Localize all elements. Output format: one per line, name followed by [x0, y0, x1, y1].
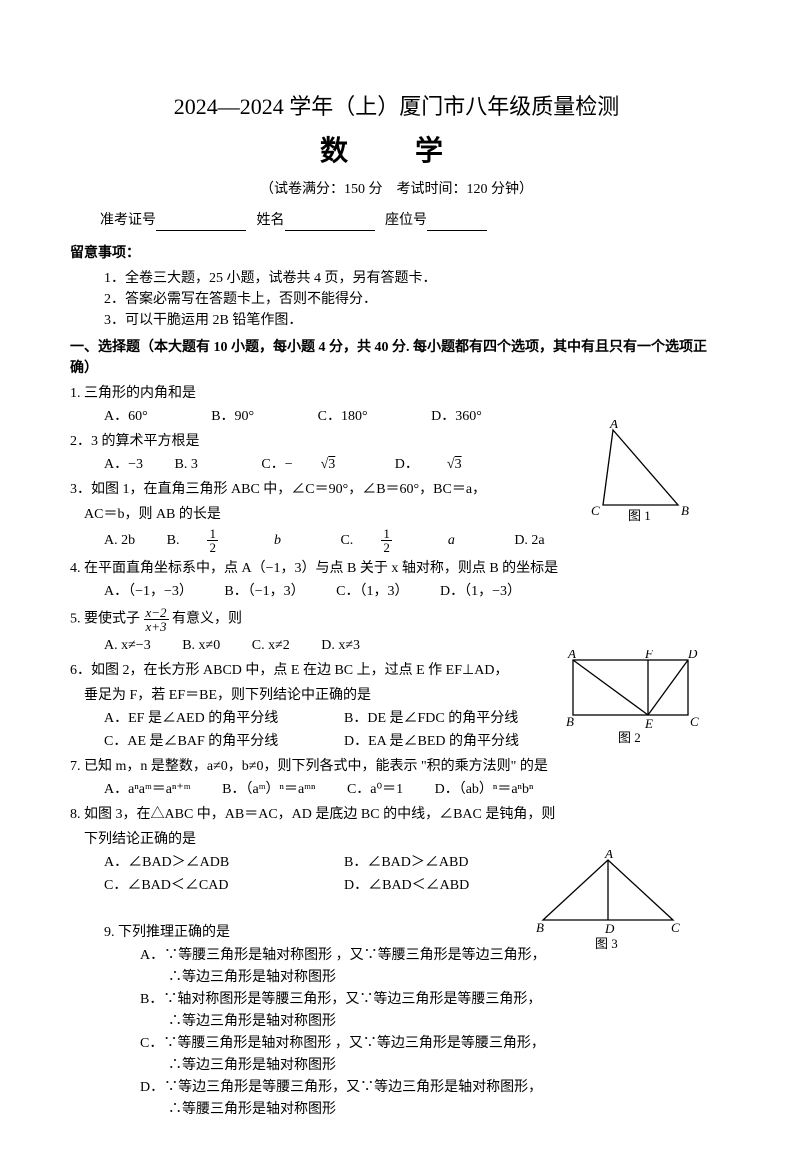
question-8-line1: 8. 如图 3，在△ABC 中，AB＝AC，AD 是底边 BC 的中线，∠BAC…	[70, 804, 723, 825]
q7-opt-b[interactable]: B．（aᵐ）ⁿ＝aᵐⁿ	[222, 779, 315, 800]
figure-3: A B D C 图 3	[533, 850, 683, 957]
q8-opt-a[interactable]: A．∠BAD＞∠ADB	[104, 852, 344, 873]
fig2-label-d: D	[687, 650, 698, 661]
q4-opt-b[interactable]: B．（−1，3）	[224, 581, 304, 602]
q3-b-prefix: B.	[167, 530, 180, 551]
q5-denominator: x+3	[144, 620, 169, 633]
q7-opt-a[interactable]: A．aⁿaᵐ＝aⁿ⁺ᵐ	[104, 779, 191, 800]
q6-opt-c[interactable]: C．AE 是∠BAF 的角平分线	[104, 731, 344, 752]
question-9-options: A．∵等腰三角形是轴对称图形 ，又∵等腰三角形是等边三角形， ∴等边三角形是轴对…	[140, 945, 723, 1120]
q1-opt-b[interactable]: B．90°	[211, 406, 254, 427]
q3-b-num: 1	[207, 527, 218, 541]
q5-suffix: 有意义，则	[172, 612, 242, 627]
q3-opt-a[interactable]: A. 2b	[104, 530, 135, 551]
fig2-label-f: F	[644, 650, 654, 661]
figure-2: A F D B E C 图 2	[563, 650, 703, 752]
figure-1: A C B 图 1	[583, 420, 703, 537]
q5-opt-b[interactable]: B. x≠0	[182, 635, 220, 656]
fig1-label-a: A	[609, 420, 618, 431]
fig1-label-b: B	[681, 503, 689, 518]
q3-c-prefix: C.	[340, 530, 353, 551]
fig2-label-b: B	[566, 714, 574, 729]
q2-d-radicand: 3	[455, 454, 462, 475]
question-8-line2: 下列结论正确的是	[84, 829, 723, 850]
fig1-label-c: C	[591, 503, 600, 518]
q9-opt-d-line2: ∴等腰三角形是轴对称图形	[168, 1099, 723, 1120]
q9-opt-c-line2: ∴等边三角形是轴对称图形	[168, 1055, 723, 1076]
question-4: 4. 在平面直角坐标系中，点 A（−1，3）与点 B 关于 x 轴对称，则点 B…	[70, 558, 723, 579]
q7-opt-d[interactable]: D．（ab）ⁿ＝aⁿbⁿ	[435, 779, 534, 800]
q3-opt-c[interactable]: C. 12 a	[340, 527, 482, 554]
notice-item-3: 3．可以干脆运用 2B 铅笔作图．	[104, 310, 723, 331]
fig1-caption: 图 1	[628, 508, 651, 523]
fig2-label-a: A	[567, 650, 576, 661]
blank-seat[interactable]	[427, 214, 487, 231]
q4-opt-d[interactable]: D．（1，−3）	[440, 581, 521, 602]
fig2-label-e: E	[644, 716, 653, 731]
notice-item-2: 2．答案必需写在答题卡上，否则不能得分．	[104, 289, 723, 310]
q2-c-prefix: C．−	[261, 454, 292, 475]
blank-name[interactable]	[285, 214, 375, 231]
label-exam-number: 准考证号	[100, 213, 156, 228]
q6-opt-a[interactable]: A．EF 是∠AED 的角平分线	[104, 708, 344, 729]
q1-opt-d[interactable]: D．360°	[431, 406, 482, 427]
blank-exam-number[interactable]	[156, 214, 246, 231]
q2-opt-c[interactable]: C．−√3	[261, 454, 363, 475]
q2-d-prefix: D．	[395, 454, 419, 475]
fig3-caption: 图 3	[595, 936, 618, 950]
q7-opt-c[interactable]: C．a⁰＝1	[347, 779, 403, 800]
q3-opt-b[interactable]: B. 12 b	[167, 527, 309, 554]
q5-numerator: x−2	[144, 606, 169, 620]
q3-c-num: 1	[381, 527, 392, 541]
question-7: 7. 已知 m，n 是整数，a≠0，b≠0，则下列各式中，能表示 "积的乘方法则…	[70, 756, 723, 777]
q3-opt-d[interactable]: D. 2a	[514, 530, 544, 551]
exam-info: （试卷满分：150 分 考试时间：120 分钟）	[70, 179, 723, 200]
question-4-options: A．（−1，−3） B．（−1，3） C．（1，3） D．（1，−3）	[104, 581, 723, 602]
notice-heading: 留意事项：	[70, 243, 723, 264]
q5-prefix: 5. 要使式子	[70, 612, 140, 627]
q2-opt-b[interactable]: B. 3	[175, 454, 198, 475]
fig3-label-b: B	[536, 920, 544, 935]
q2-opt-a[interactable]: A．−3	[104, 454, 143, 475]
q1-opt-a[interactable]: A．60°	[104, 406, 148, 427]
q8-opt-c[interactable]: C．∠BAD＜∠CAD	[104, 875, 344, 896]
q9-opt-a-line2: ∴等边三角形是轴对称图形	[168, 967, 723, 988]
fig3-label-c: C	[671, 920, 680, 935]
fig2-label-c: C	[690, 714, 699, 729]
q2-opt-d[interactable]: D．√3	[395, 454, 490, 475]
student-info-line: 准考证号 姓名 座位号	[100, 210, 723, 231]
notice-item-1: 1．全卷三大题，25 小题，试卷共 4 页，另有答题卡．	[104, 268, 723, 289]
question-7-options: A．aⁿaᵐ＝aⁿ⁺ᵐ B．（aᵐ）ⁿ＝aᵐⁿ C．a⁰＝1 D．（ab）ⁿ＝a…	[104, 779, 723, 800]
q9-opt-c-line1[interactable]: C．∵等腰三角形是轴对称图形 ，又∵等边三角形是等腰三角形，	[140, 1033, 723, 1054]
q5-opt-c[interactable]: C. x≠2	[252, 635, 290, 656]
q3-b-suffix: b	[274, 530, 281, 551]
question-5: 5. 要使式子 x−2x+3 有意义，则	[70, 606, 723, 633]
fig2-caption: 图 2	[618, 730, 641, 745]
q5-opt-d[interactable]: D. x≠3	[321, 635, 360, 656]
q5-opt-a[interactable]: A. x≠−3	[104, 635, 151, 656]
q9-opt-b-line2: ∴等边三角形是轴对称图形	[168, 1011, 723, 1032]
q6-opt-d[interactable]: D．EA 是∠BED 的角平分线	[344, 731, 584, 752]
q2-c-radicand: 3	[328, 454, 335, 475]
q3-c-suffix: a	[448, 530, 455, 551]
section-a-heading: 一、选择题（本大题有 10 小题，每小题 4 分，共 40 分. 每小题都有四个…	[70, 337, 723, 379]
exam-title: 2024—2024 学年（上）厦门市八年级质量检测	[70, 90, 723, 123]
label-seat: 座位号	[385, 213, 427, 228]
q6-opt-b[interactable]: B．DE 是∠FDC 的角平分线	[344, 708, 584, 729]
q9-opt-b-line1[interactable]: B．∵轴对称图形是等腰三角形，又∵等边三角形是等腰三角形，	[140, 989, 723, 1010]
q3-c-den: 2	[381, 541, 392, 554]
question-1: 1. 三角形的内角和是	[70, 383, 723, 404]
q4-opt-c[interactable]: C．（1，3）	[336, 581, 408, 602]
q3-b-den: 2	[207, 541, 218, 554]
fig3-label-a: A	[604, 850, 613, 861]
subject-title: 数 学	[70, 131, 723, 173]
fig3-label-d: D	[604, 921, 615, 936]
label-name: 姓名	[257, 213, 285, 228]
q4-opt-a[interactable]: A．（−1，−3）	[104, 581, 193, 602]
q9-opt-d-line1[interactable]: D．∵等边三角形是等腰三角形，又∵等边三角形是轴对称图形，	[140, 1077, 723, 1098]
q1-opt-c[interactable]: C．180°	[318, 406, 368, 427]
